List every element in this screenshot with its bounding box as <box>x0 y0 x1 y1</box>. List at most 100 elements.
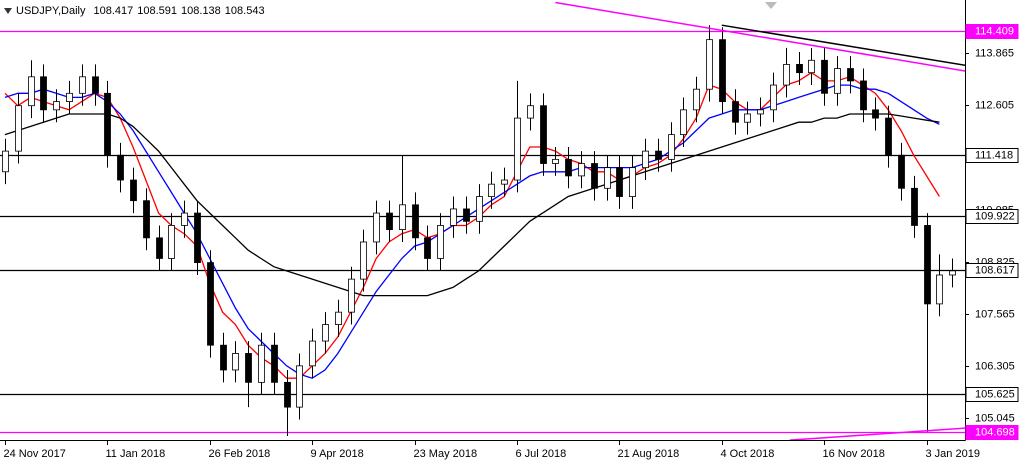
candle-body <box>501 179 508 185</box>
x-tick-label: 6 Jul 2018 <box>516 448 567 460</box>
candle-body <box>936 274 943 305</box>
chart-title: USDJPY,Daily <box>16 5 86 17</box>
level-label: 104.698 <box>975 426 1015 438</box>
candle-body <box>28 76 35 107</box>
candle-body <box>258 344 265 383</box>
candle-body <box>130 179 137 202</box>
candle-body <box>463 208 470 222</box>
candle-body <box>834 68 841 94</box>
trendline <box>721 24 965 66</box>
shift-marker <box>765 2 777 9</box>
candle-body <box>680 109 687 136</box>
candle-body <box>437 225 444 259</box>
level-label-box <box>965 425 1019 440</box>
level-label-box <box>965 387 1019 402</box>
level-label: 109.922 <box>975 210 1015 222</box>
moving-average <box>4 71 940 379</box>
candle-body <box>514 117 521 181</box>
candle-body <box>15 105 22 152</box>
candle-body <box>360 241 367 280</box>
candle-body <box>79 76 86 94</box>
candle-body <box>719 39 726 102</box>
ohlc-value: 108.543 <box>225 5 265 17</box>
y-tick-label: 113.865 <box>975 47 1014 59</box>
ohlc-value: 108.417 <box>94 5 134 17</box>
candle-body <box>168 225 175 259</box>
x-tick-label: 23 May 2018 <box>414 448 478 460</box>
x-tick-label: 24 Nov 2017 <box>4 448 66 460</box>
level-label: 108.617 <box>975 264 1015 276</box>
candle-body <box>655 150 662 160</box>
candle-body <box>808 59 815 74</box>
candle-body <box>860 80 867 111</box>
candle-body <box>488 183 495 197</box>
candle-body <box>757 109 764 115</box>
level-label-box <box>965 148 1019 163</box>
candle-body <box>847 68 854 82</box>
candle-body <box>92 76 99 94</box>
candle-body <box>796 64 803 74</box>
candle-body <box>386 212 393 230</box>
plot-area <box>0 1 965 440</box>
candle-body <box>949 270 956 276</box>
candle-body <box>552 158 559 164</box>
level-label: 114.409 <box>975 25 1014 37</box>
candle-body <box>527 105 534 119</box>
candle-body <box>104 92 111 156</box>
candle-body <box>412 204 419 239</box>
y-tick-label: 106.305 <box>975 360 1015 372</box>
candle-body <box>450 208 457 226</box>
y-tick-label: 105.045 <box>975 412 1015 424</box>
candle-body <box>309 340 316 367</box>
x-tick-label: 9 Apr 2018 <box>311 448 364 460</box>
x-tick-label: 4 Oct 2018 <box>721 448 775 460</box>
candle-body <box>872 109 879 119</box>
level-label: 111.418 <box>975 149 1013 161</box>
x-tick-label: 26 Feb 2018 <box>209 448 271 460</box>
candle-body <box>399 204 406 230</box>
level-label: 105.625 <box>975 388 1015 400</box>
candle-body <box>232 353 239 371</box>
candle-body <box>642 150 649 169</box>
candle-body <box>706 39 713 90</box>
candle-body <box>335 311 342 325</box>
candle-body <box>924 225 931 305</box>
candle-body <box>911 187 918 226</box>
candle-body <box>66 92 73 102</box>
candle-body <box>373 212 380 243</box>
candle-body <box>591 163 598 189</box>
candle-body <box>220 344 227 371</box>
trendline <box>555 1 965 72</box>
candle-body <box>284 381 291 408</box>
candle-body <box>348 278 355 313</box>
candle-body <box>476 196 483 222</box>
candle-body <box>770 84 777 111</box>
candle-body <box>616 167 623 197</box>
candle-body <box>53 101 60 111</box>
candle-body <box>156 237 163 259</box>
trendline <box>789 427 965 440</box>
candle-body <box>578 163 585 177</box>
candle-body <box>744 113 751 123</box>
x-tick-label: 21 Aug 2018 <box>618 448 680 460</box>
candle-body <box>565 158 572 177</box>
ohlc-value: 108.591 <box>137 5 177 17</box>
x-tick-label: 16 Nov 2018 <box>823 448 885 460</box>
candle-body <box>885 117 892 156</box>
candle-body <box>821 59 828 94</box>
candle-body <box>143 200 150 239</box>
candle-body <box>117 154 124 181</box>
candle-body <box>629 167 636 197</box>
level-label-box <box>965 24 1019 39</box>
candle-body <box>783 64 790 86</box>
candle-body <box>604 167 611 189</box>
y-tick-label: 107.565 <box>975 308 1015 320</box>
candle-body <box>668 134 675 160</box>
candle-body <box>207 262 214 346</box>
y-tick-label: 112.605 <box>975 99 1014 111</box>
x-tick-label: 3 Jan 2019 <box>926 448 980 460</box>
candle-body <box>322 324 329 342</box>
level-label-box <box>965 263 1019 278</box>
symbol-menu-icon[interactable] <box>4 8 12 14</box>
